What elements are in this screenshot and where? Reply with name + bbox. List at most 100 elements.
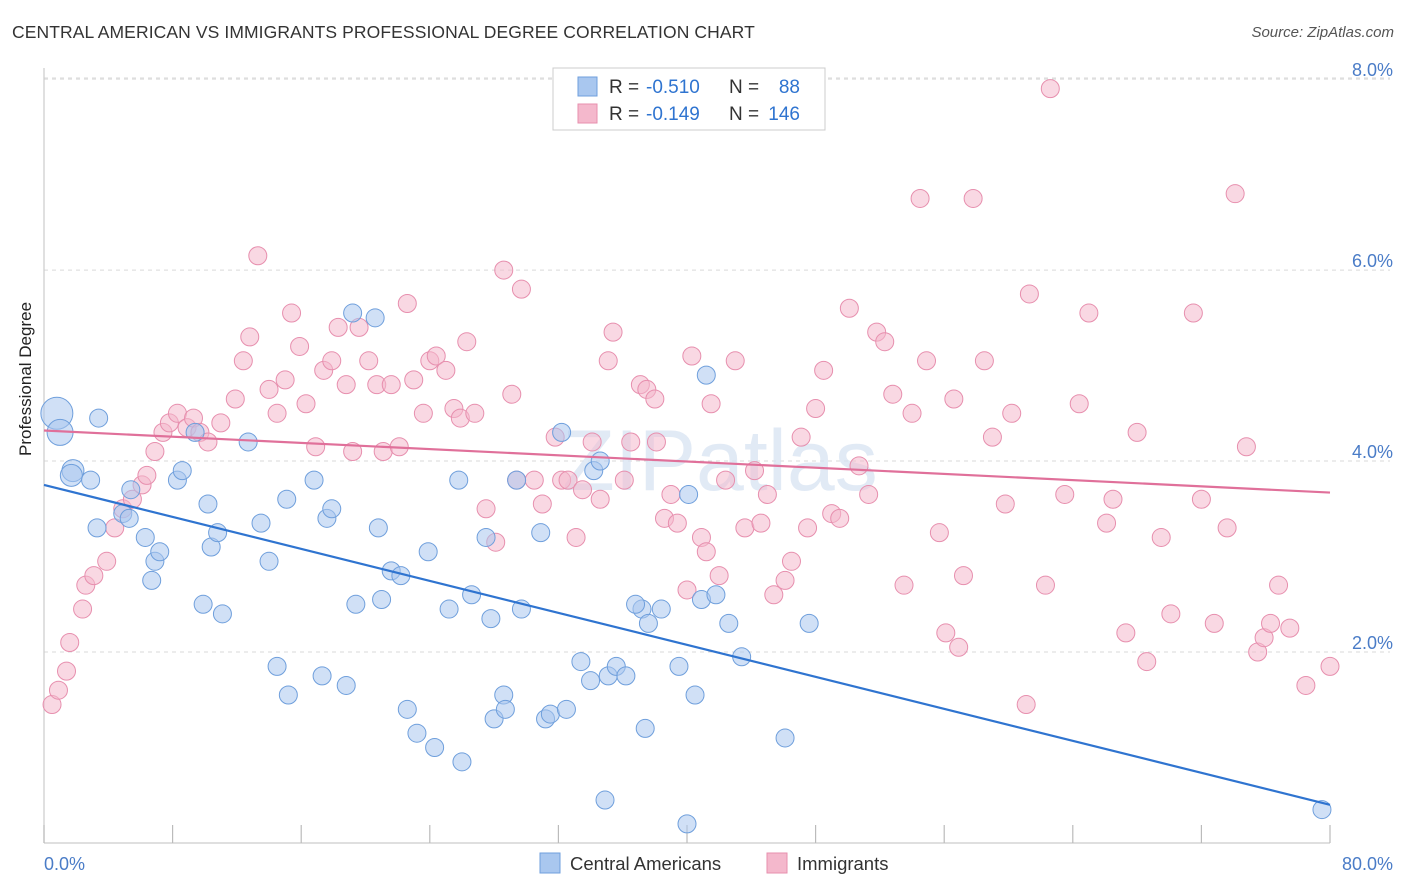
point-immigrants — [1236, 437, 1256, 457]
point-central-americans — [172, 461, 192, 481]
point-immigrants — [248, 246, 268, 266]
point-immigrants — [465, 403, 485, 423]
point-central-americans — [397, 699, 417, 719]
point-immigrants — [566, 527, 586, 547]
point-immigrants — [502, 384, 522, 404]
y-tick-label: 4.0% — [1352, 442, 1393, 462]
point-immigrants — [1217, 518, 1237, 538]
point-central-americans — [481, 609, 501, 629]
point-central-americans — [669, 656, 689, 676]
point-central-americans — [581, 671, 601, 691]
legend-n-value-2: 146 — [768, 104, 800, 125]
trend-lines — [43, 429, 1331, 806]
point-immigrants — [426, 346, 446, 366]
stats-legend: R = -0.510 N = 88 R = -0.149 N = 146 — [552, 67, 826, 131]
point-immigrants — [621, 432, 641, 452]
point-immigrants — [1069, 394, 1089, 414]
point-immigrants — [883, 384, 903, 404]
point-immigrants — [306, 437, 326, 457]
point-immigrants — [296, 394, 316, 414]
point-immigrants — [404, 370, 424, 390]
point-immigrants — [60, 632, 80, 652]
point-central-americans — [696, 365, 716, 385]
point-immigrants — [1320, 656, 1340, 676]
point-immigrants — [894, 575, 914, 595]
point-central-americans — [372, 590, 392, 610]
point-central-americans — [531, 523, 551, 543]
point-immigrants — [682, 346, 702, 366]
point-central-americans — [590, 451, 610, 471]
point-immigrants — [413, 403, 433, 423]
point-central-americans — [638, 613, 658, 633]
point-immigrants — [1225, 184, 1245, 204]
point-immigrants — [1137, 652, 1157, 672]
chart-source: Source: ZipAtlas.com — [1251, 24, 1394, 41]
point-immigrants — [290, 336, 310, 356]
point-immigrants — [661, 484, 681, 504]
point-central-americans — [198, 494, 218, 514]
y-tick-label: 2.0% — [1352, 633, 1393, 653]
point-immigrants — [267, 403, 287, 423]
point-central-americans — [259, 551, 279, 571]
point-immigrants — [995, 494, 1015, 514]
y-tick-labels: 2.0% 4.0% 6.0% 8.0% — [1352, 60, 1393, 653]
point-central-americans — [343, 303, 363, 323]
point-immigrants — [57, 661, 77, 681]
point-immigrants — [839, 298, 859, 318]
point-central-americans — [150, 542, 170, 562]
point-immigrants — [1191, 489, 1211, 509]
point-immigrants — [982, 427, 1002, 447]
point-central-americans — [616, 666, 636, 686]
point-immigrants — [282, 303, 302, 323]
point-immigrants — [373, 442, 393, 461]
point-immigrants — [397, 293, 417, 313]
point-immigrants — [806, 399, 826, 419]
point-immigrants — [764, 585, 784, 605]
series-legend: Central Americans Immigrants — [539, 852, 889, 874]
point-immigrants — [476, 499, 496, 519]
point-central-americans — [540, 704, 560, 724]
point-central-americans — [626, 594, 646, 614]
point-central-americans — [212, 604, 232, 624]
point-immigrants — [929, 523, 949, 543]
point-immigrants — [259, 379, 279, 399]
point-central-americans — [322, 499, 342, 519]
point-immigrants — [944, 389, 964, 409]
point-immigrants — [97, 551, 117, 571]
point-immigrants — [511, 279, 531, 299]
point-immigrants — [494, 260, 514, 280]
point-immigrants — [614, 470, 634, 490]
point-immigrants — [1019, 284, 1039, 304]
point-central-americans — [677, 814, 697, 834]
x-tick-label-max: 80.0% — [1342, 854, 1393, 874]
point-central-americans — [495, 699, 515, 719]
legend-n-label-2: N = — [729, 104, 759, 125]
point-immigrants — [73, 599, 93, 619]
point-immigrants — [859, 484, 879, 504]
point-immigrants — [1204, 613, 1224, 633]
point-immigrants — [1296, 675, 1316, 695]
point-immigrants — [974, 351, 994, 371]
point-immigrants — [849, 456, 869, 476]
point-immigrants — [667, 513, 687, 533]
point-immigrants — [211, 413, 231, 433]
point-immigrants — [1016, 695, 1036, 715]
point-immigrants — [381, 375, 401, 395]
point-immigrants — [436, 360, 456, 380]
point-immigrants — [524, 470, 544, 490]
point-central-americans — [595, 790, 615, 810]
point-central-americans — [346, 594, 366, 614]
point-immigrants — [949, 637, 969, 657]
point-central-americans — [267, 656, 287, 676]
point-central-americans — [439, 599, 459, 619]
point-central-americans — [87, 518, 107, 538]
point-immigrants — [457, 332, 477, 352]
point-central-americans — [418, 542, 438, 562]
point-central-americans — [775, 728, 795, 748]
point-central-americans — [135, 527, 155, 547]
point-immigrants — [582, 432, 602, 452]
legend-swatch-central-americans — [539, 852, 561, 874]
point-central-americans — [119, 508, 139, 528]
point-immigrants — [781, 551, 801, 571]
